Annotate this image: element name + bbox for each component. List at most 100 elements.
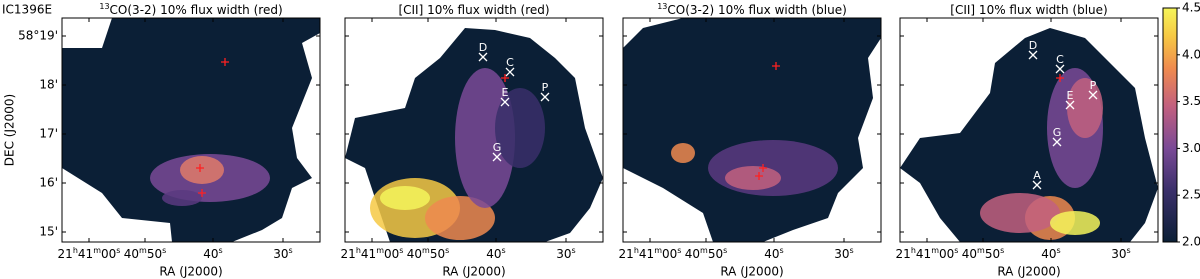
y-tick-label: 17' — [39, 127, 58, 141]
tick-number: 30 — [556, 247, 571, 261]
red-marker — [772, 62, 780, 70]
x-axis-label: RA (J2000) — [720, 265, 783, 279]
source-label: D — [1029, 39, 1037, 52]
red-marker — [759, 164, 767, 172]
map-feature — [495, 88, 545, 168]
tick-number: 50 — [147, 247, 162, 261]
tick-number: 21 — [58, 247, 73, 261]
x-tick-label: 21h41m00s — [619, 246, 682, 261]
colorbar-tick-label: 2.0 — [1182, 235, 1200, 249]
tick-number: 41 — [78, 247, 93, 261]
unit-superscript: s — [445, 246, 449, 255]
source-label: C — [1056, 53, 1064, 66]
map-feature — [1067, 78, 1103, 138]
x-tick-label: 21h41m00s — [896, 246, 959, 261]
panel-frame — [61, 17, 321, 243]
object-name: IC1396E — [2, 3, 52, 17]
panel-frame — [622, 17, 882, 243]
panel-title: 13CO(3-2) 10% flux width (blue) — [657, 2, 847, 17]
unit-superscript: s — [677, 246, 681, 255]
x-tick-label: 40s — [764, 246, 783, 261]
source-marker — [1088, 90, 1098, 100]
panel-frame — [344, 17, 604, 243]
panel-title: [CII] 10% flux width (blue) — [950, 3, 1107, 17]
tick-number: 00 — [662, 247, 677, 261]
tick-number: 30 — [1111, 247, 1126, 261]
source-label: P — [542, 81, 549, 94]
red-marker — [755, 172, 763, 180]
title-text: [CII] 10% flux width (red) — [398, 3, 549, 17]
panel-title: [CII] 10% flux width (red) — [398, 3, 549, 17]
tick-number: 50 — [708, 247, 723, 261]
unit-superscript: m — [422, 246, 430, 255]
colorbar — [1162, 7, 1178, 243]
tick-number: 40 — [685, 247, 700, 261]
unit-superscript: h — [356, 246, 361, 255]
source-marker — [478, 52, 488, 62]
unit-superscript: m — [93, 246, 101, 255]
title-text: [CII] 10% flux width (blue) — [950, 3, 1107, 17]
tick-number: 50 — [430, 247, 445, 261]
map-feature — [671, 143, 695, 163]
tick-number: 40 — [203, 247, 218, 261]
source-marker — [1065, 100, 1075, 110]
unit-superscript: s — [116, 246, 120, 255]
source-marker — [505, 67, 515, 77]
source-marker — [540, 92, 550, 102]
x-tick-label: 30s — [1111, 246, 1130, 261]
y-tick-label: 16' — [39, 176, 58, 190]
unit-superscript: h — [634, 246, 639, 255]
tick-number: 00 — [384, 247, 399, 261]
panel-title: 13CO(3-2) 10% flux width (red) — [99, 2, 282, 17]
title-superscript: 13 — [99, 2, 109, 11]
unit-superscript: m — [700, 246, 708, 255]
red-marker — [198, 189, 206, 197]
colorbar-tick-label: 3.0 — [1182, 141, 1200, 155]
title-superscript: 13 — [657, 2, 667, 11]
unit-superscript: s — [289, 246, 293, 255]
source-label: C — [506, 56, 514, 69]
x-tick-label: 30s — [556, 246, 575, 261]
unit-superscript: h — [911, 246, 916, 255]
unit-superscript: s — [219, 246, 223, 255]
source-label: E — [502, 86, 509, 99]
x-tick-label: 40s — [486, 246, 505, 261]
map-feature — [1050, 211, 1100, 235]
unit-superscript: s — [1057, 246, 1061, 255]
tick-number: 21 — [619, 247, 634, 261]
source-label: E — [1067, 89, 1074, 102]
colorbar-tick-label: 3.5 — [1182, 94, 1200, 108]
unit-superscript: m — [654, 246, 662, 255]
x-tick-label: 40m50s — [407, 246, 450, 261]
unit-superscript: s — [850, 246, 854, 255]
map-feature — [725, 166, 781, 190]
source-label: P — [1090, 79, 1097, 92]
tick-number: 21 — [341, 247, 356, 261]
unit-superscript: m — [931, 246, 939, 255]
unit-superscript: h — [73, 246, 78, 255]
unit-superscript: s — [399, 246, 403, 255]
x-tick-label: 40s — [1041, 246, 1060, 261]
unit-superscript: s — [1000, 246, 1004, 255]
map-coverage — [900, 28, 1158, 242]
tick-number: 40 — [1041, 247, 1056, 261]
source-label: D — [479, 41, 487, 54]
x-tick-label: 40m50s — [124, 246, 167, 261]
unit-superscript: m — [977, 246, 985, 255]
x-tick-label: 21h41m00s — [58, 246, 121, 261]
title-text: CO(3-2) 10% flux width (blue) — [667, 3, 846, 17]
source-label: G — [1053, 126, 1062, 139]
map-feature — [455, 68, 515, 208]
x-tick-label: 40s — [203, 246, 222, 261]
tick-number: 30 — [273, 247, 288, 261]
x-tick-label: 30s — [834, 246, 853, 261]
tick-number: 00 — [101, 247, 116, 261]
colorbar-tick-label: 4.5 — [1182, 1, 1200, 15]
map-feature — [980, 193, 1060, 233]
x-tick-label: 40m50s — [685, 246, 728, 261]
map-feature — [425, 196, 495, 240]
unit-superscript: s — [723, 246, 727, 255]
map-feature — [180, 156, 224, 184]
x-axis-label: RA (J2000) — [997, 265, 1060, 279]
unit-superscript: s — [780, 246, 784, 255]
